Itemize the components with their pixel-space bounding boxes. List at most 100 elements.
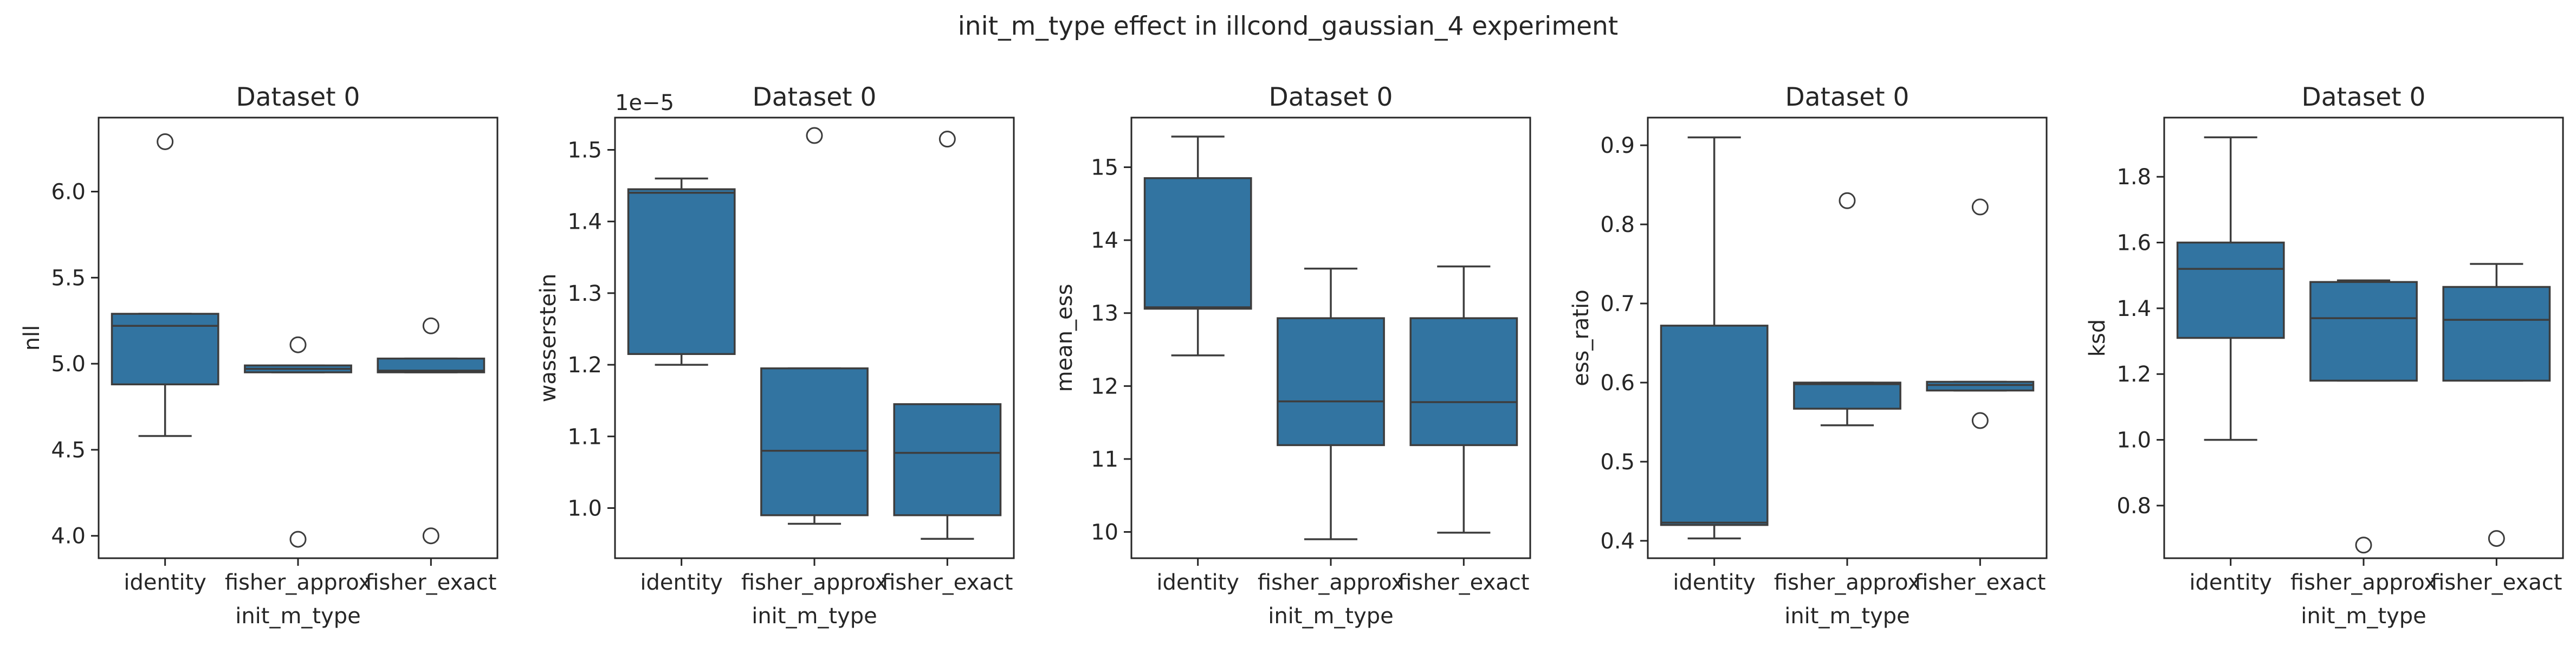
y-axis-label: ksd [2085, 319, 2110, 357]
outlier-point [1971, 198, 1989, 216]
box-identity [1143, 135, 1252, 357]
subplot-title: Dataset 0 [236, 82, 360, 112]
box-iqr [111, 313, 219, 385]
box-fisher_approx [1277, 267, 1385, 540]
x-tick-label: fisher_approx [1774, 570, 1920, 595]
x-axis-label: init_m_type [1784, 604, 1910, 629]
y-tick-label: 1.2 [567, 353, 602, 378]
x-tick-label: fisher_approx [2290, 570, 2437, 595]
outlier-point [157, 133, 174, 150]
box-fisher_exact [377, 317, 486, 545]
y-tick-label: 1.4 [567, 210, 602, 235]
y-tick-label: 0.8 [2117, 494, 2151, 519]
x-axis-label: init_m_type [752, 604, 877, 629]
box-iqr [1143, 177, 1252, 310]
box-iqr [893, 403, 1002, 516]
y-tick-label: 14 [1091, 228, 1118, 253]
x-tick-label: fisher_exact [365, 570, 496, 595]
y-tick-label: 1.0 [567, 496, 602, 521]
y-tick-label: 10 [1091, 520, 1118, 545]
outlier-point [806, 127, 823, 144]
outlier-point [289, 531, 307, 548]
y-tick-label: 5.5 [51, 266, 86, 290]
y-tick-label: 4.0 [51, 524, 86, 549]
subplot-5: Dataset 0 0.8 1.0 1.2 1.4 1.6 1.8 ksd identity fi… [2085, 82, 2564, 629]
x-tick-label: identity [2189, 570, 2272, 595]
y-tick-label: 5.0 [51, 352, 86, 377]
box-iqr [1793, 382, 1901, 410]
y-tick-label: 0.5 [1600, 450, 1635, 475]
x-tick-label: fisher_approx [741, 570, 888, 595]
x-tick-label: fisher_exact [1914, 570, 2046, 595]
x-axis-label: init_m_type [235, 604, 361, 629]
y-tick-label: 13 [1091, 301, 1118, 326]
subplot-title: Dataset 0 [753, 82, 877, 112]
y-axis-label: ess_ratio [1569, 289, 1594, 386]
y-tick-label: 0.4 [1600, 529, 1635, 554]
figure-suptitle: init_m_type effect in illcond_gaussian_4… [958, 11, 1619, 41]
y-axis-label: wasserstein [536, 274, 561, 403]
x-axis-label: init_m_type [1268, 604, 1394, 629]
box-iqr [1660, 325, 1769, 526]
box-iqr [2176, 241, 2285, 339]
outlier-point [939, 131, 956, 148]
box-fisher_exact [2442, 263, 2551, 547]
subplot-title: Dataset 0 [1785, 82, 1910, 112]
outlier-point [2355, 537, 2372, 554]
y-tick-label: 1.8 [2117, 165, 2151, 190]
box-fisher_approx [1793, 192, 1901, 427]
y-tick-label: 15 [1091, 156, 1118, 180]
x-axis-label: init_m_type [2301, 604, 2426, 629]
y-tick-label: 1.2 [2117, 362, 2151, 387]
y-tick-label: 11 [1091, 447, 1118, 472]
y-tick-label: 1.1 [567, 424, 602, 449]
y-tick-label: 0.6 [1600, 371, 1635, 396]
y-axis-label: nll [20, 325, 44, 351]
y-tick-label: 1.5 [567, 138, 602, 163]
outlier-point [1971, 412, 1989, 429]
y-tick-label: 12 [1091, 374, 1118, 399]
subplot-3: Dataset 0 10 11 12 13 14 15 mean_ess identity fis… [1052, 82, 1531, 629]
outlier-point [2488, 530, 2505, 547]
outlier-point [289, 336, 307, 353]
x-tick-label: fisher_exact [2431, 570, 2562, 595]
subplot-title: Dataset 0 [1269, 82, 1393, 112]
box-iqr [1277, 317, 1385, 447]
box-iqr [2442, 286, 2551, 382]
x-tick-label: identity [1673, 570, 1756, 595]
y-tick-label: 0.9 [1600, 133, 1635, 158]
box-fisher_exact [1926, 198, 2035, 429]
y-tick-label: 0.7 [1600, 292, 1635, 316]
box-identity [111, 133, 219, 437]
x-tick-label: identity [640, 570, 723, 595]
box-iqr [627, 188, 736, 355]
subplot-1: Dataset 0 4.0 4.5 5.0 5.5 6.0 nll identity fishe… [20, 82, 499, 629]
box-identity [627, 177, 736, 366]
y-axis-label: mean_ess [1052, 284, 1077, 392]
outlier-point [422, 527, 439, 545]
x-tick-label: identity [124, 570, 206, 595]
y-tick-label: 6.0 [51, 180, 86, 205]
x-tick-label: fisher_exact [1398, 570, 1529, 595]
y-tick-label: 4.5 [51, 438, 86, 463]
outlier-point [422, 317, 439, 334]
x-tick-label: fisher_exact [882, 570, 1013, 595]
y-tick-label: 1.3 [567, 281, 602, 306]
x-tick-label: fisher_approx [1258, 570, 1404, 595]
box-fisher_exact [893, 131, 1002, 540]
y-tick-label: 1.0 [2117, 428, 2151, 453]
box-fisher_approx [244, 336, 352, 548]
box-iqr [1409, 317, 1518, 447]
subplot-title: Dataset 0 [2302, 82, 2426, 112]
box-fisher_exact [1409, 265, 1518, 534]
y-offset-label: 1e−5 [615, 91, 674, 115]
y-tick-label: 0.8 [1600, 212, 1635, 237]
box-iqr [760, 367, 869, 516]
box-identity [1660, 136, 1769, 540]
subplot-4: Dataset 0 0.4 0.5 0.6 0.7 0.8 0.9 ess_ratioiden… [1569, 82, 2048, 629]
box-fisher_approx [760, 127, 869, 525]
outlier-point [1839, 192, 1856, 209]
box-iqr [1926, 380, 2035, 392]
box-identity [2176, 136, 2285, 441]
subplot-2: Dataset 0 1.0 1.1 1.2 1.3 1.4 1.5 1e−5 wasserste… [536, 82, 1015, 629]
